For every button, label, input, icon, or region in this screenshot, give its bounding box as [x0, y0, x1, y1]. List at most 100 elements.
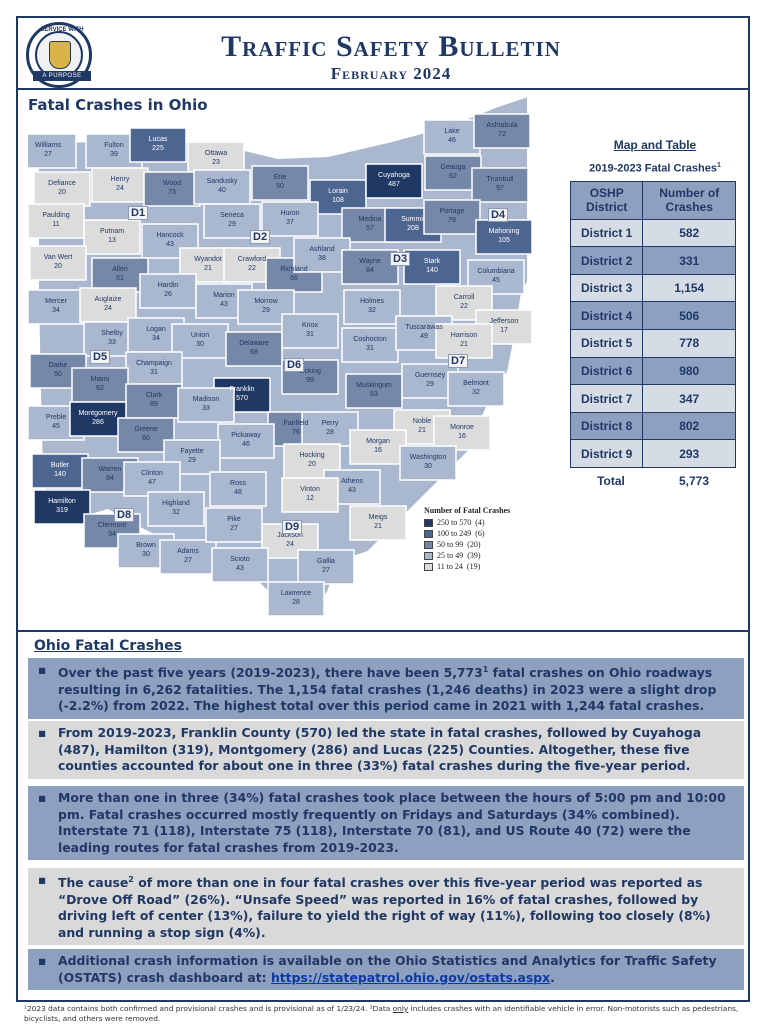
county-label: Shelby 33: [82, 329, 142, 347]
county-name: Miami: [90, 376, 110, 383]
county-name: Hancock: [156, 232, 184, 239]
county-crash-count: 46: [242, 441, 250, 448]
ostats-dashboard-link[interactable]: https://statepatrol.ohio.gov/ostats.aspx: [270, 969, 551, 985]
district-crash-count: 331: [642, 246, 736, 275]
district-crash-count: 506: [642, 301, 736, 331]
county-name: Licking: [299, 368, 321, 375]
county-name: Columbiana: [477, 268, 515, 275]
county-crash-count: 17: [500, 327, 508, 334]
county-crash-count: 34: [52, 307, 60, 314]
county-name: Harrison: [450, 332, 478, 339]
county-label: Montgomery 286: [68, 409, 128, 427]
county-crash-count: 40: [218, 187, 226, 194]
legend-swatch: [424, 540, 433, 549]
county-label: Jackson 24: [260, 531, 320, 549]
county-crash-count: 27: [322, 567, 330, 574]
county-name: Franklin: [229, 386, 255, 393]
legend-item: 50 to 99 (20): [424, 539, 554, 550]
county-shape: [349, 505, 407, 541]
county-name: Holmes: [360, 298, 384, 305]
legend-label: 11 to 24 (19): [437, 562, 481, 571]
county-crash-count: 31: [306, 331, 314, 338]
county-crash-count: 66: [290, 275, 298, 282]
county-label: Mercer 34: [26, 297, 86, 315]
county-crash-count: 63: [370, 391, 378, 398]
county-name: Crawford: [237, 256, 267, 263]
county-label: Scioto 43: [210, 555, 270, 573]
district-label: D8: [114, 508, 135, 522]
county-polygons: [28, 113, 533, 617]
county-crash-count: 27: [184, 557, 192, 564]
county-shape: [129, 127, 187, 163]
county-crash-count: 30: [142, 551, 150, 558]
county-name: Clark: [145, 392, 163, 399]
county-label: Morgan 16: [348, 437, 408, 455]
county-label: Jefferson 17: [474, 317, 534, 335]
county-name: Lawrence: [280, 590, 312, 597]
county-shape: [209, 471, 267, 507]
table-row: District 8 802: [569, 411, 736, 441]
county-name: Fayette: [180, 448, 204, 455]
county-label: Van Wert 20: [28, 253, 88, 271]
county-name: Greene: [134, 426, 158, 433]
county-name: Clinton: [141, 470, 163, 477]
county-shape: [293, 237, 351, 273]
county-label: Paulding 11: [26, 211, 86, 229]
district-crash-count: 778: [642, 329, 736, 358]
county-crash-count: 45: [492, 277, 500, 284]
county-shape: [345, 373, 403, 409]
county-name: Summit: [401, 216, 425, 223]
legend-label: 100 to 249 (6): [437, 529, 485, 538]
bullet-marker: ▪: [38, 953, 47, 968]
county-crash-count: 11: [52, 221, 60, 228]
county-shape: [143, 171, 201, 207]
county-shape: [475, 219, 533, 255]
county-label: Tuscarawas 49: [394, 323, 454, 341]
table-subtitle: 2019-2023 Fatal Crashes1: [589, 162, 721, 175]
county-label: Meigs 21: [348, 513, 408, 531]
county-crash-count: 72: [498, 131, 506, 138]
county-crash-count: 319: [56, 507, 68, 514]
county-label: Sandusky 40: [192, 177, 252, 195]
county-crash-count: 76: [292, 429, 300, 436]
county-name: Hardin: [157, 282, 179, 289]
county-name: Preble: [45, 414, 67, 421]
bulletin-date: February 2024: [330, 64, 452, 83]
district-name: District 7: [569, 384, 644, 413]
county-name: Ashland: [309, 246, 335, 253]
county-shape: [435, 323, 493, 359]
map-legend: Number of Fatal Crashes 250 to 570 (4) 10…: [424, 506, 554, 572]
county-crash-count: 29: [262, 307, 270, 314]
county-name: Butler: [50, 462, 70, 469]
county-crash-count: 22: [460, 303, 468, 310]
county-name: Carroll: [453, 294, 475, 301]
county-crash-count: 28: [326, 429, 334, 436]
county-label: Athens 43: [322, 477, 382, 495]
table-row: District 7 347: [569, 384, 736, 413]
county-shape: [423, 199, 481, 235]
county-name: Cuyahoga: [378, 172, 410, 179]
county-label: Pike 27: [204, 515, 264, 533]
county-shape: [471, 167, 529, 203]
county-label: Auglaize 24: [78, 295, 138, 313]
county-shape: [33, 171, 91, 207]
bullet-marker: ▪: [38, 662, 47, 677]
district-crash-count: 1,154: [642, 273, 736, 303]
county-crash-count: 21: [418, 427, 426, 434]
county-crash-count: 99: [306, 377, 314, 384]
section-title: Ohio Fatal Crashes: [34, 638, 182, 654]
bullet-top-counties: ▪ From 2019-2023, Franklin County (570) …: [28, 721, 744, 779]
county-crash-count: 24: [104, 305, 112, 312]
county-crash-count: 29: [228, 221, 236, 228]
map-and-table-link[interactable]: Map and Table: [613, 138, 697, 152]
county-crash-count: 16: [458, 433, 466, 440]
district-name: District 4: [569, 301, 644, 331]
county-label: Portage 79: [422, 207, 482, 225]
county-label: Fairfield 76: [266, 419, 326, 437]
county-label: Coshocton 31: [340, 335, 400, 353]
seal-top-text: SERVICE WITH: [40, 27, 84, 33]
county-label: Noble 21: [392, 417, 452, 435]
county-shape: [69, 401, 127, 437]
county-crash-count: 21: [374, 523, 382, 530]
county-crash-count: 34: [152, 335, 160, 342]
